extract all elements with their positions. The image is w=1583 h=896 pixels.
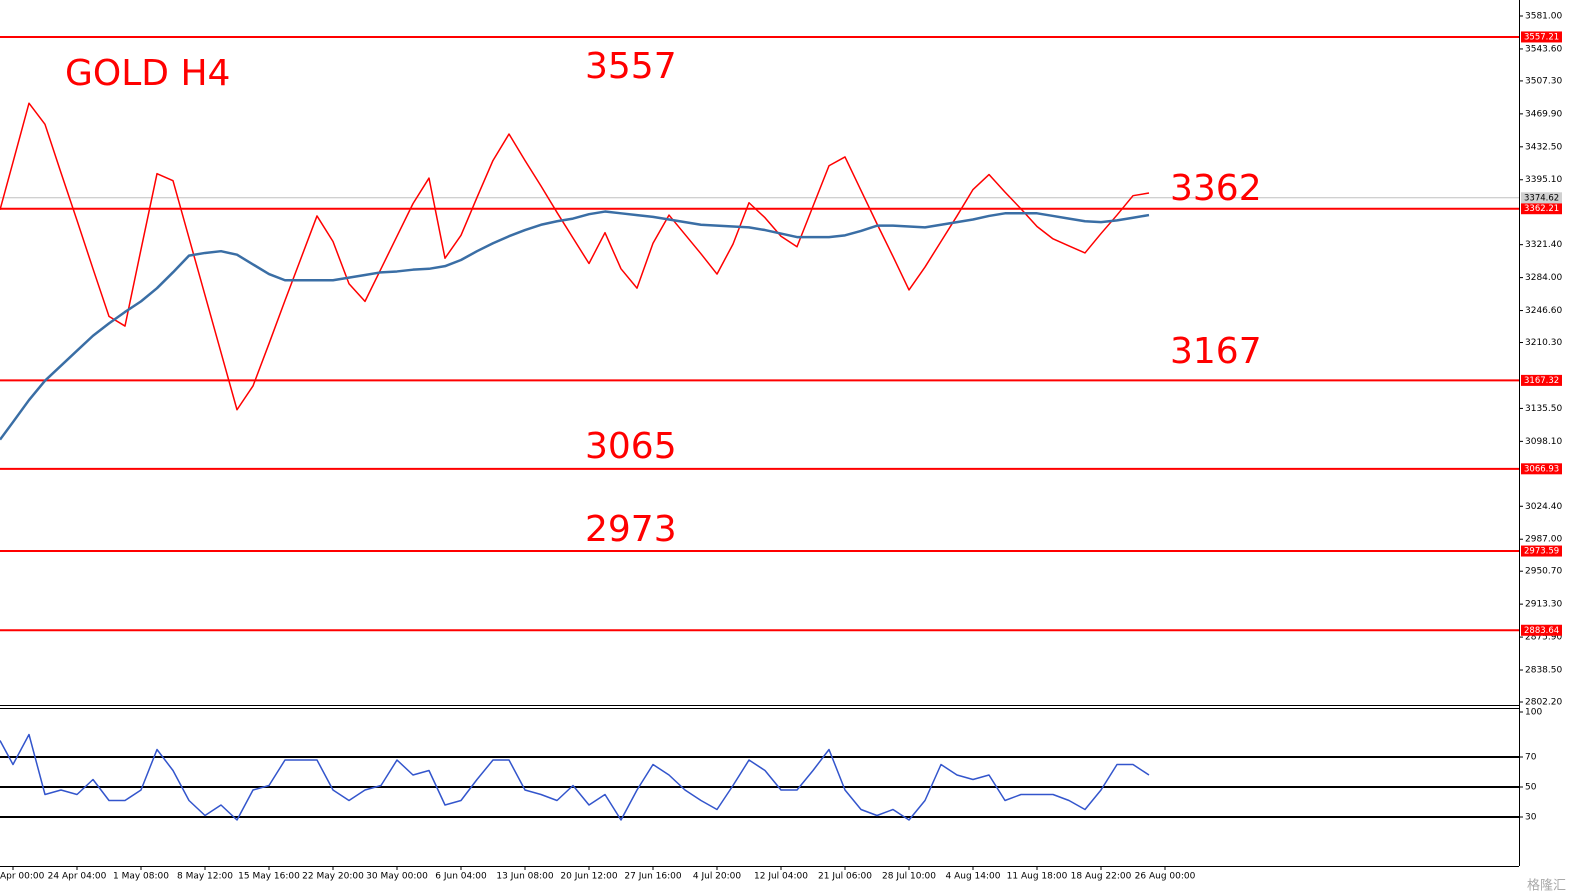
annotation: 3557 [585, 46, 677, 87]
x-tick-label: 18 Aug 22:00 [1071, 872, 1132, 882]
x-tick-label: 12 Jul 04:00 [754, 872, 808, 882]
x-tick-label: 13 Jun 08:00 [496, 872, 553, 882]
x-tick-label: 27 Jun 16:00 [624, 872, 681, 882]
x-tick-label: 20 Jun 12:00 [560, 872, 617, 882]
level-tag-label: 3066.93 [1524, 464, 1559, 474]
x-tick-label: 1 May 08:00 [113, 872, 169, 882]
y-tick-label: 30 [1525, 813, 1537, 823]
x-tick-label: 22 May 20:00 [302, 872, 364, 882]
y-tick-label: 3210.30 [1525, 338, 1562, 348]
annotation: 3065 [585, 426, 677, 467]
x-tick-label: 21 Jul 06:00 [818, 872, 872, 882]
y-tick-label: 2875.90 [1525, 633, 1562, 643]
y-tick-label: 2802.20 [1525, 698, 1562, 708]
y-tick-label: 3321.40 [1525, 240, 1562, 250]
level-tag-label: 3167.32 [1524, 376, 1559, 386]
last-price-tag [1521, 192, 1562, 204]
y-tick-label: 3543.60 [1525, 44, 1562, 54]
level-tag-label: 2883.64 [1524, 626, 1559, 636]
y-tick-label: 3469.90 [1525, 109, 1562, 119]
level-tag-label: 3362.21 [1524, 204, 1559, 214]
y-tick-label: 3135.50 [1525, 404, 1562, 414]
level-tag [1521, 31, 1562, 43]
level-tag [1521, 545, 1562, 557]
watermark: 格隆汇 [1527, 878, 1566, 894]
y-tick-label: 2950.70 [1525, 567, 1562, 577]
last-price-label: 3374.62 [1524, 193, 1559, 203]
series-line [0, 102, 1150, 411]
x-tick-label: 4 Aug 14:00 [946, 872, 1001, 882]
annotation: 3362 [1170, 168, 1262, 209]
annotation: GOLD H4 [65, 53, 230, 94]
y-tick-label: 3395.10 [1525, 175, 1562, 185]
series-line [0, 733, 1150, 821]
level-tag [1521, 374, 1562, 386]
level-tag [1521, 463, 1562, 475]
x-tick-label: 4 Jul 20:00 [693, 872, 742, 882]
y-tick-label: 3024.40 [1525, 502, 1562, 512]
y-tick-label: 3284.00 [1525, 273, 1562, 283]
y-tick-label: 3581.00 [1525, 12, 1562, 22]
x-tick-label: 26 Aug 00:00 [1135, 872, 1196, 882]
y-tick-label: 3507.30 [1525, 76, 1562, 86]
y-tick-label: 2913.30 [1525, 600, 1562, 610]
y-tick-label: 3246.60 [1525, 306, 1562, 316]
annotation: 3167 [1170, 331, 1262, 372]
y-tick-label: 70 [1525, 753, 1537, 763]
annotation: 2973 [585, 509, 677, 550]
y-tick-label: 2987.00 [1525, 535, 1562, 545]
x-tick-label: 24 Apr 04:00 [48, 872, 107, 882]
level-tag-label: 3557.21 [1524, 32, 1559, 42]
x-tick-label: 6 Jun 04:00 [435, 872, 487, 882]
level-tag [1521, 203, 1562, 215]
x-tick-label: 15 May 16:00 [238, 872, 300, 882]
y-tick-label: 50 [1525, 783, 1537, 793]
x-tick-label: Apr 00:00 [0, 872, 45, 882]
x-tick-label: 28 Jul 10:00 [882, 872, 936, 882]
y-tick-label: 100 [1525, 708, 1542, 718]
y-tick-label: 3432.50 [1525, 142, 1562, 152]
x-tick-label: 11 Aug 18:00 [1007, 872, 1068, 882]
level-tag [1521, 624, 1562, 636]
series-line [0, 210, 1150, 441]
x-tick-label: 30 May 00:00 [366, 872, 428, 882]
y-tick-label: 2838.50 [1525, 666, 1562, 676]
level-tag-label: 2973.59 [1524, 547, 1559, 557]
y-tick-label: 3098.10 [1525, 437, 1562, 447]
x-tick-label: 8 May 12:00 [177, 872, 233, 882]
